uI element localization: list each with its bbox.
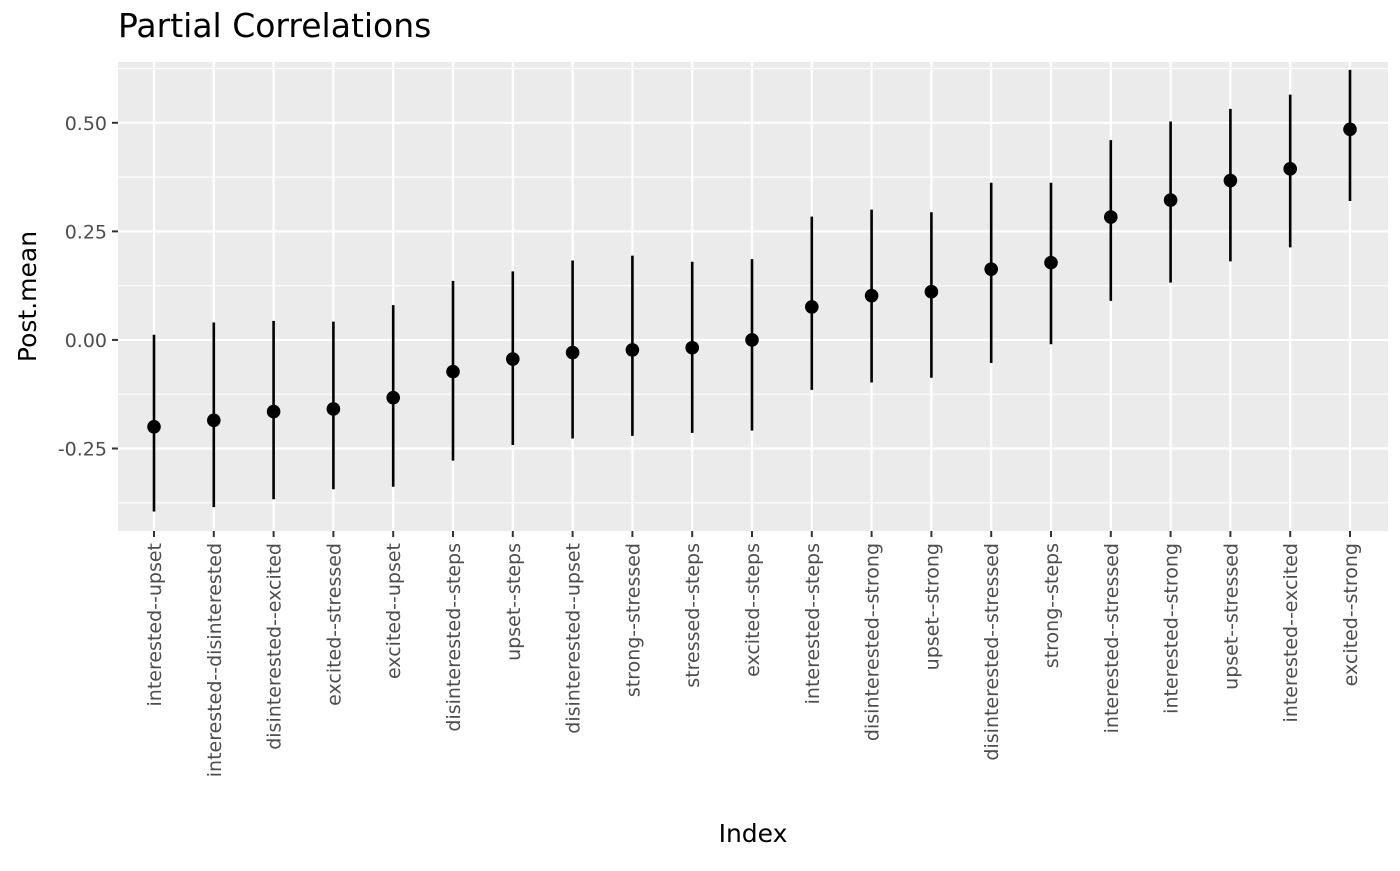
x-tick-label: interested--strong: [1161, 543, 1183, 714]
x-tick-label: excited--upset: [383, 543, 405, 679]
y-tick-label: 0.25: [65, 221, 107, 243]
data-point: [685, 340, 699, 355]
x-tick-label: interested--stressed: [1101, 543, 1123, 733]
data-point: [386, 390, 401, 405]
data-point: [1283, 162, 1297, 176]
data-point: [1343, 122, 1357, 137]
x-tick-label: interested--disinterested: [204, 543, 226, 777]
data-point: [1223, 173, 1238, 188]
y-tick-label: -0.25: [58, 438, 107, 460]
data-point: [984, 262, 998, 276]
x-tick-label: disinterested--stressed: [981, 543, 1003, 761]
x-tick-label: disinterested--strong: [862, 543, 884, 741]
data-point: [864, 288, 879, 303]
data-point: [745, 333, 759, 347]
x-tick-label: upset--strong: [921, 543, 943, 670]
x-tick-label: excited--stressed: [323, 543, 345, 706]
y-tick-label: 0.00: [65, 330, 107, 352]
data-point: [147, 419, 161, 434]
data-point: [506, 352, 520, 366]
y-tick-label: 0.50: [65, 113, 107, 135]
x-tick-label: disinterested--steps: [443, 543, 465, 732]
data-point: [326, 402, 341, 416]
data-point: [266, 404, 281, 419]
data-point: [565, 345, 580, 360]
x-axis-title: Index: [719, 819, 788, 848]
x-tick-label: interested--upset: [144, 543, 166, 707]
chart-title: Partial Correlations: [118, 6, 432, 45]
data-point: [625, 343, 640, 357]
data-point: [924, 284, 939, 299]
x-tick-label: excited--strong: [1340, 543, 1362, 686]
x-tick-label: disinterested--excited: [264, 543, 286, 750]
x-tick-label: upset--steps: [503, 543, 525, 661]
x-tick-label: excited--steps: [742, 543, 764, 677]
x-tick-label: strong--steps: [1041, 543, 1063, 668]
x-tick-label: stressed--steps: [682, 543, 704, 688]
data-point: [207, 413, 221, 428]
data-point: [1163, 193, 1178, 207]
x-tick-label: upset--stressed: [1220, 543, 1242, 690]
x-tick-label: strong--stressed: [622, 543, 644, 697]
data-point: [1104, 210, 1118, 224]
data-point: [446, 364, 460, 379]
x-tick-label: interested--steps: [802, 543, 824, 704]
x-tick-label: interested--excited: [1280, 543, 1302, 723]
y-axis-title: Post.mean: [13, 231, 42, 362]
data-point: [805, 300, 819, 314]
x-tick-label: disinterested--upset: [563, 543, 585, 734]
data-point: [1044, 255, 1058, 270]
